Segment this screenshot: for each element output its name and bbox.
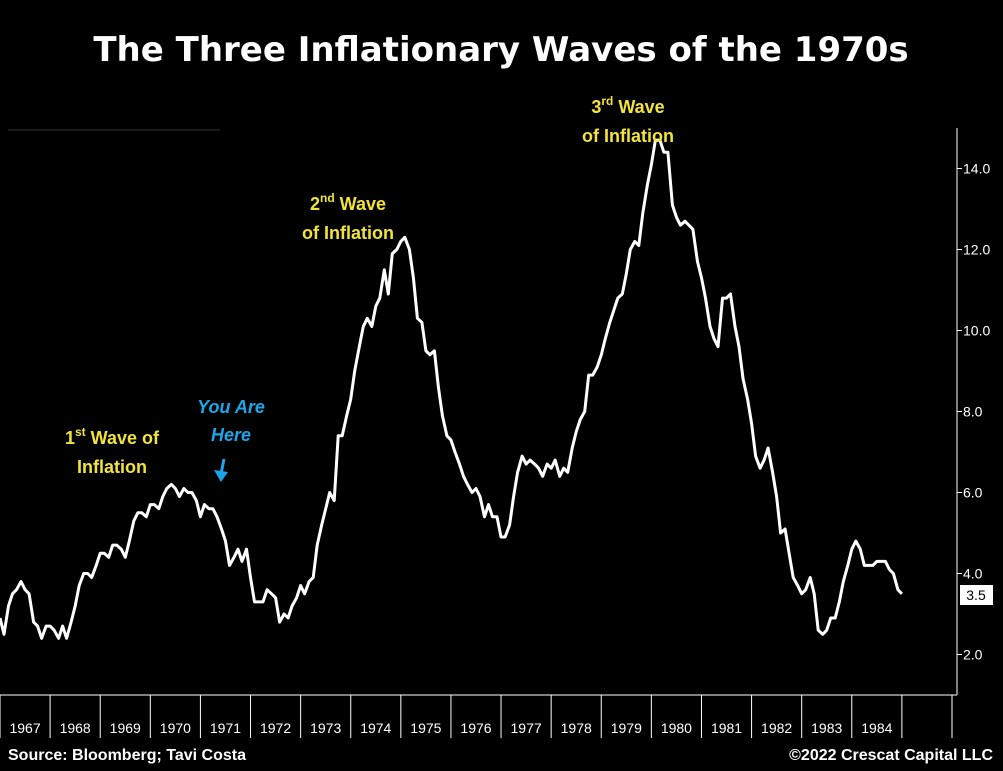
svg-text:1st Wave of: 1st Wave of [65, 425, 160, 448]
y-tick-label: 12.0 [963, 242, 990, 258]
x-tick-label: 1978 [561, 720, 592, 736]
x-tick-label: 1967 [9, 720, 40, 736]
svg-text:3rd Wave: 3rd Wave [591, 94, 664, 117]
inflation-series-line [0, 138, 903, 640]
last-value-label: 3.5 [960, 585, 993, 605]
x-tick-label: 1975 [410, 720, 441, 736]
x-tick-label: 1982 [761, 720, 792, 736]
x-tick-label: 1971 [210, 720, 241, 736]
annotation-wave-2: 2nd Wave of Inflation [302, 191, 394, 243]
svg-text:2nd Wave: 2nd Wave [310, 191, 386, 214]
wave-3-sup: rd [601, 94, 613, 108]
wave-2-rest: Wave [335, 194, 386, 214]
x-tick-label: 1973 [310, 720, 341, 736]
wave-3-line2: of Inflation [582, 126, 674, 146]
wave-2-line2: of Inflation [302, 223, 394, 243]
x-tick-label: 1984 [861, 720, 892, 736]
wave-2-line1: 2 [310, 194, 320, 214]
y-tick-label: 4.0 [963, 566, 983, 582]
wave-1-line1: 1 [65, 428, 75, 448]
last-value-text: 3.5 [966, 587, 986, 603]
wave-3-rest: Wave [613, 97, 664, 117]
chart-title: The Three Inflationary Waves of the 1970… [93, 30, 908, 70]
annotation-you-are-here: You Are Here [197, 397, 265, 482]
annotation-wave-1: 1st Wave of Inflation [65, 425, 160, 477]
y-tick-label: 6.0 [963, 485, 983, 501]
wave-2-sup: nd [320, 191, 335, 205]
y-tick-label: 10.0 [963, 323, 990, 339]
x-tick-label: 1983 [811, 720, 842, 736]
y-tick-label: 2.0 [963, 647, 983, 663]
x-tick-label: 1979 [611, 720, 642, 736]
x-tick-label: 1972 [260, 720, 291, 736]
x-tick-label: 1974 [360, 720, 391, 736]
x-tick-label: 1970 [160, 720, 191, 736]
x-tick-label: 1977 [511, 720, 542, 736]
x-axis: 1967 1968 1969 1970 1971 1972 1973 1974 1975 1976… [0, 694, 957, 738]
you-are-here-line1: You Are [197, 397, 265, 417]
y-tick-label: 14.0 [963, 161, 990, 177]
x-tick-label: 1980 [661, 720, 692, 736]
x-tick-label: 1968 [60, 720, 91, 736]
wave-3-line1: 3 [591, 97, 601, 117]
wave-1-sup: st [75, 425, 86, 439]
x-tick-label: 1981 [711, 720, 742, 736]
y-tick-label: 8.0 [963, 404, 983, 420]
you-are-here-line2: Here [211, 425, 251, 445]
y-axis: 2.0 4.0 6.0 8.0 10.0 12.0 14.0 [956, 128, 990, 695]
x-tick-label: 1969 [110, 720, 141, 736]
last-value-box [960, 585, 993, 605]
arrow-down-icon [214, 470, 228, 482]
copyright-note: ©2022 Crescat Capital LLC [789, 747, 993, 764]
wave-1-line2: Inflation [77, 457, 147, 477]
x-tick-label: 1976 [460, 720, 491, 736]
source-note: Source: Bloomberg; Tavi Costa [8, 747, 246, 764]
annotation-wave-3: 3rd Wave of Inflation [582, 94, 674, 146]
wave-1-rest: Wave of [86, 428, 160, 448]
